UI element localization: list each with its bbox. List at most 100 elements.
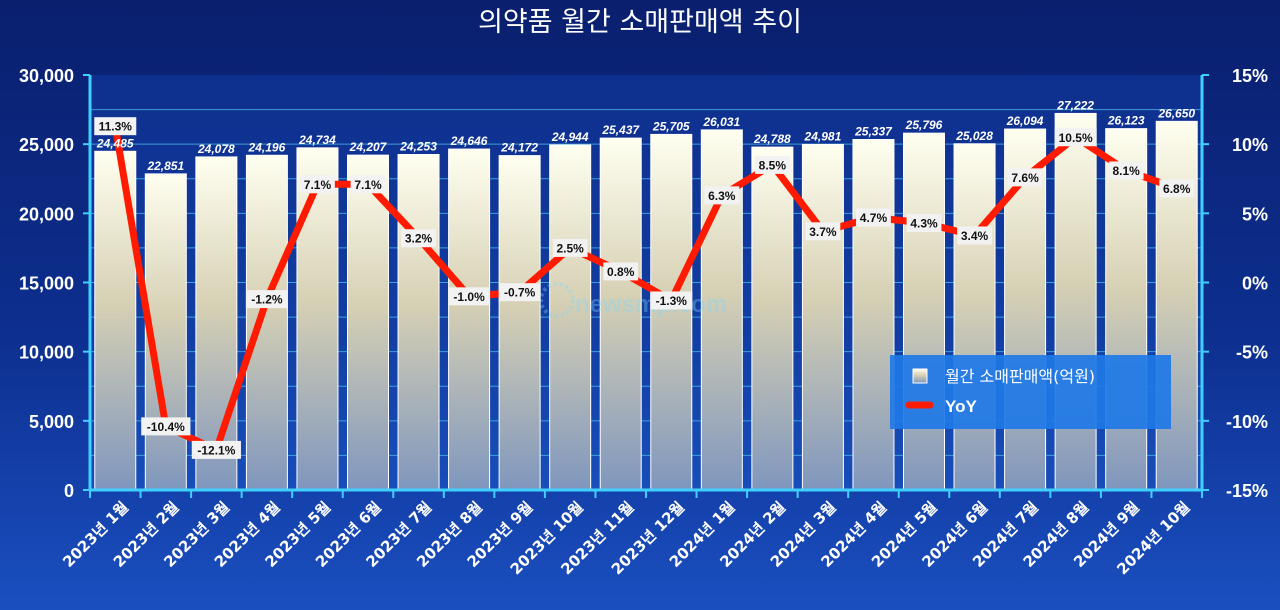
bar bbox=[650, 133, 693, 491]
y-tick-label: 0 bbox=[64, 481, 74, 501]
yoy-label: 6.8% bbox=[1159, 179, 1195, 198]
y-tick-label: 15% bbox=[1232, 66, 1268, 86]
bar-value-label: 24,485 bbox=[96, 136, 134, 150]
yoy-label-box bbox=[704, 186, 740, 205]
yoy-label-box bbox=[141, 417, 191, 436]
legend-label-bar: 월간 소매판매액(억원) bbox=[945, 367, 1095, 386]
bar-value-label: 22,851 bbox=[146, 159, 184, 173]
yoy-value-label: -1.3% bbox=[656, 294, 688, 308]
bar bbox=[1155, 120, 1198, 491]
bar-value-label: 25,028 bbox=[955, 129, 993, 143]
yoy-value-label: 8.1% bbox=[1113, 164, 1141, 178]
legend: 월간 소매판매액(억원) YoY bbox=[890, 355, 1171, 429]
bar bbox=[448, 148, 491, 491]
yoy-label: 8.5% bbox=[754, 155, 790, 174]
y-tick-label: 5,000 bbox=[29, 412, 74, 432]
bar bbox=[953, 143, 996, 491]
y-tick-label: 5% bbox=[1242, 204, 1268, 224]
yoy-label-box bbox=[1108, 161, 1144, 180]
bar bbox=[599, 137, 642, 491]
y-tick-label: -5% bbox=[1236, 343, 1268, 363]
yoy-value-label: -1.2% bbox=[251, 293, 283, 307]
yoy-label: 3.7% bbox=[805, 222, 841, 241]
yoy-label-box bbox=[245, 290, 288, 309]
yoy-value-label: 0.8% bbox=[607, 265, 635, 279]
yoy-value-label: -0.7% bbox=[504, 286, 536, 300]
bar-value-label: 26,094 bbox=[1006, 114, 1044, 128]
yoy-value-label: 10.5% bbox=[1059, 131, 1093, 145]
yoy-label: -10.4% bbox=[141, 417, 191, 436]
yoy-series bbox=[111, 122, 1181, 454]
yoy-label: 4.7% bbox=[856, 208, 891, 227]
bar-value-label: 24,734 bbox=[298, 133, 336, 147]
yoy-value-label: 3.2% bbox=[405, 232, 433, 246]
yoy-label: 7.1% bbox=[350, 175, 386, 194]
yoy-label: 10.5% bbox=[1054, 128, 1097, 147]
yoy-value-label: 2.5% bbox=[557, 241, 585, 255]
yoy-label: 7.6% bbox=[1007, 168, 1043, 187]
yoy-label: -12.1% bbox=[191, 440, 241, 459]
yoy-value-label: 7.1% bbox=[304, 178, 332, 192]
legend-label-line: YoY bbox=[945, 397, 977, 416]
y-tick-label: 0% bbox=[1242, 274, 1268, 294]
bar bbox=[498, 155, 541, 491]
chart-title: 의약품 월간 소매판매액 추이 bbox=[478, 7, 802, 38]
yoy-label: 3.4% bbox=[957, 226, 992, 245]
yoy-label-box bbox=[754, 155, 790, 174]
yoy-label: 0.8% bbox=[603, 262, 639, 281]
yoy-label: -0.7% bbox=[498, 283, 541, 302]
y-tick-label: -10% bbox=[1226, 412, 1268, 432]
y-axis-left: 0 5,000 10,000 15,000 20,000 25,000 30,000 bbox=[19, 66, 90, 501]
bar-value-label: 24,646 bbox=[450, 134, 488, 148]
bar bbox=[801, 143, 844, 491]
yoy-label-box bbox=[300, 175, 335, 194]
y-tick-label: 10,000 bbox=[19, 343, 74, 363]
bar-series bbox=[94, 112, 1198, 491]
bar-value-label: 25,796 bbox=[905, 118, 943, 132]
yoy-value-label: 8.5% bbox=[759, 158, 787, 172]
yoy-label-box bbox=[1159, 179, 1195, 198]
y-axis-right: -15% -10% -5% 0% 5% 10% 15% bbox=[1202, 66, 1268, 501]
yoy-label: 3.2% bbox=[401, 229, 436, 248]
yoy-value-label: -1.0% bbox=[453, 290, 485, 304]
yoy-label: 4.3% bbox=[906, 214, 942, 233]
yoy-label-box bbox=[350, 175, 386, 194]
yoy-label-box bbox=[906, 214, 942, 233]
bar bbox=[1054, 112, 1097, 491]
yoy-label: 2.5% bbox=[552, 238, 588, 257]
yoy-label-box bbox=[805, 222, 841, 241]
yoy-value-label: -12.1% bbox=[197, 443, 235, 457]
bar-value-label: 24,981 bbox=[804, 129, 842, 143]
legend-box bbox=[890, 355, 1171, 429]
yoy-label-box bbox=[1007, 168, 1043, 187]
bar-value-label: 26,031 bbox=[702, 115, 740, 129]
y-tick-label: 20,000 bbox=[19, 204, 74, 224]
yoy-value-label: 7.1% bbox=[354, 178, 382, 192]
bar bbox=[852, 139, 895, 491]
yoy-value-labels: 11.3% -10.4% -12.1% -1.2% 7.1% 7.1% 3.2% -1.0% -… bbox=[94, 117, 1195, 459]
bar-value-label: 25,337 bbox=[854, 125, 893, 139]
y-tick-label: 10% bbox=[1232, 135, 1268, 155]
bar-value-label: 24,196 bbox=[248, 140, 286, 154]
bar bbox=[245, 154, 288, 491]
yoy-label-box bbox=[1054, 128, 1097, 147]
bar bbox=[1105, 128, 1148, 491]
bar bbox=[549, 144, 592, 491]
yoy-label: 7.1% bbox=[300, 175, 335, 194]
bar-value-label: 24,788 bbox=[753, 132, 791, 146]
bar-value-label: 25,705 bbox=[652, 119, 690, 133]
yoy-label: 11.3% bbox=[94, 117, 137, 136]
yoy-label-box bbox=[856, 208, 891, 227]
bar-value-label: 24,944 bbox=[551, 130, 589, 144]
bar-value-label: 26,650 bbox=[1157, 106, 1195, 120]
legend-swatch-bar bbox=[912, 368, 928, 384]
yoy-label: -1.2% bbox=[245, 290, 288, 309]
yoy-label: -1.3% bbox=[650, 291, 693, 310]
yoy-label: 6.3% bbox=[704, 186, 740, 205]
bar bbox=[751, 146, 794, 491]
y-tick-label: 25,000 bbox=[19, 135, 74, 155]
bar bbox=[347, 154, 389, 491]
bar-value-label: 25,437 bbox=[601, 123, 640, 137]
bar-value-label: 27,222 bbox=[1056, 98, 1094, 112]
